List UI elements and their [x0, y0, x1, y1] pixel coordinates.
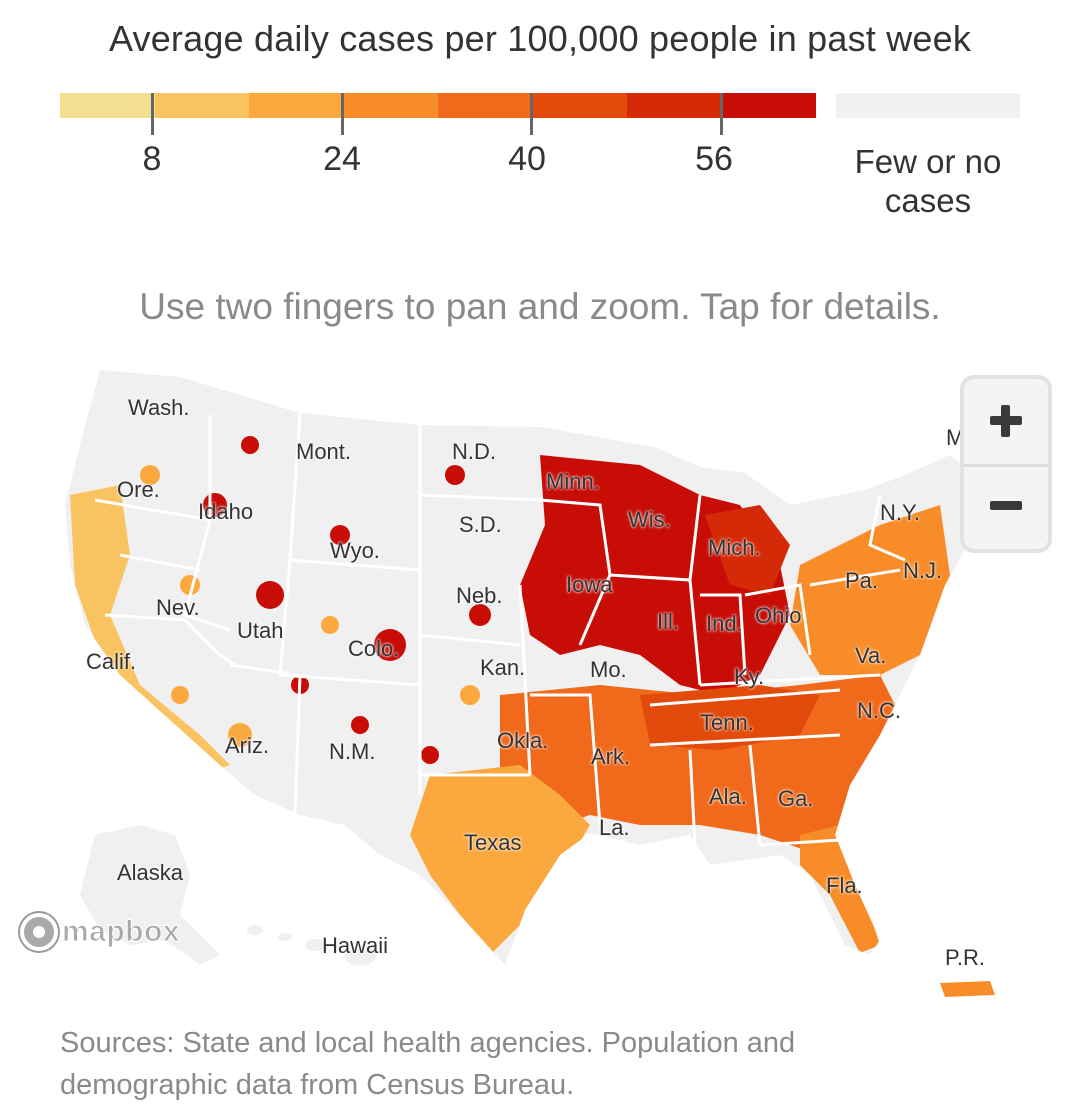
scale-swatch-3 — [343, 93, 438, 118]
label-neb: Neb. — [456, 583, 503, 608]
label-calif: Calif. — [86, 649, 137, 674]
zoom-out-button[interactable] — [964, 467, 1048, 549]
hotspot[interactable] — [241, 436, 259, 454]
label-ariz: Ariz. — [225, 733, 269, 758]
mapbox-attribution[interactable]: mapbox — [20, 910, 180, 954]
label-alaska: Alaska — [117, 860, 184, 885]
label-ny: N.Y. — [880, 500, 920, 525]
scale-swatch-5 — [532, 93, 627, 118]
label-kan: Kan. — [480, 655, 526, 680]
region-puerto-rico[interactable] — [940, 981, 995, 997]
label-ala: Ala. — [709, 784, 747, 809]
label-texas: Texas — [464, 830, 522, 855]
label-wis: Wis. — [628, 507, 671, 532]
label-va: Va. — [855, 643, 887, 668]
label-ind: Ind. — [706, 611, 743, 636]
label-hawaii: Hawaii — [322, 933, 389, 958]
mapbox-logo-text: mapbox — [61, 915, 181, 949]
zoom-controls — [960, 375, 1052, 553]
label-ill: Ill. — [657, 609, 679, 634]
label-mo: Mo. — [590, 657, 627, 682]
state-borders — [94, 412, 906, 847]
mid-spot[interactable] — [140, 465, 160, 485]
label-wyo: Wyo. — [330, 538, 380, 563]
region-mid-east[interactable] — [790, 505, 950, 675]
label-nm: N.M. — [329, 739, 376, 764]
sources-note: Sources: State and local health agencies… — [60, 1027, 796, 1101]
scale-swatch-4 — [438, 93, 533, 118]
label-iowa: Iowa — [566, 572, 613, 597]
scale-tick — [151, 93, 154, 135]
hotspot[interactable] — [330, 525, 350, 545]
hotspot[interactable] — [351, 716, 369, 734]
mid-spot[interactable] — [171, 686, 189, 704]
label-la: La. — [599, 815, 630, 840]
us-case-map[interactable]: Wash. Ore. Idaho Mont. N.D. Minn. Wyo. S… — [0, 355, 1080, 1005]
region-florida[interactable] — [800, 825, 880, 953]
scale-swatch-1 — [154, 93, 249, 118]
hotspot[interactable] — [421, 746, 439, 764]
map-canvas[interactable] — [0, 355, 1080, 1005]
label-nd: N.D. — [452, 439, 496, 464]
no-cases-swatch — [836, 93, 1020, 118]
label-ohio: Ohio — [755, 603, 802, 628]
mid-spot[interactable] — [228, 723, 252, 747]
label-mich: Mich. — [708, 535, 761, 560]
label-okla: Okla. — [497, 728, 549, 753]
no-cases-label: Few or no cases — [854, 143, 1002, 219]
scale-tick — [530, 93, 533, 135]
label-maine-partial: M — [946, 425, 965, 450]
scale-swatch-2 — [249, 93, 344, 118]
label-pa: Pa. — [845, 568, 879, 593]
interaction-hint: Use two fingers to pan and zoom. Tap for… — [139, 286, 941, 327]
label-ga: Ga. — [778, 786, 814, 811]
hotspot[interactable] — [445, 465, 465, 485]
hotspot[interactable] — [256, 581, 284, 609]
label-nj: N.J. — [903, 558, 943, 583]
label-colo: Colo. — [348, 636, 400, 661]
tick-label-56: 56 — [695, 140, 733, 178]
mapbox-logo-icon — [20, 913, 58, 951]
color-scale — [60, 93, 816, 118]
scale-tick — [341, 93, 344, 135]
label-nev: Nev. — [156, 595, 200, 620]
hotspot[interactable] — [469, 604, 491, 626]
tick-label-8: 8 — [142, 140, 162, 178]
label-nc: N.C. — [857, 698, 901, 723]
label-tenn: Tenn. — [700, 710, 754, 735]
legend-title: Average daily cases per 100,000 people i… — [108, 18, 972, 59]
region-alaska[interactable] — [80, 825, 220, 965]
label-wash: Wash. — [128, 395, 190, 420]
mid-spot[interactable] — [460, 685, 480, 705]
scale-swatch-7 — [721, 93, 816, 118]
label-pr: P.R. — [945, 945, 985, 970]
scale-tick — [720, 93, 723, 135]
label-idaho: Idaho — [198, 499, 254, 524]
scale-swatch-0 — [60, 93, 155, 118]
label-fla: Fla. — [826, 873, 863, 898]
tick-label-40: 40 — [508, 140, 546, 178]
hotspot[interactable] — [374, 629, 406, 661]
label-mont: Mont. — [296, 439, 352, 464]
label-ark: Ark. — [591, 744, 631, 769]
region-west-coast[interactable] — [70, 485, 230, 775]
tick-label-24: 24 — [323, 140, 361, 178]
scale-swatch-6 — [627, 93, 722, 118]
region-texas[interactable] — [410, 765, 590, 955]
label-ore: Ore. — [117, 477, 160, 502]
region-high-michigan[interactable] — [705, 505, 790, 595]
label-minn: Minn. — [546, 469, 600, 494]
label-utah: Utah — [237, 618, 284, 643]
zoom-in-button[interactable] — [964, 379, 1048, 467]
region-hawaii[interactable] — [247, 925, 376, 966]
mid-spot[interactable] — [321, 616, 339, 634]
label-ky: Ky. — [734, 664, 765, 689]
label-sd: S.D. — [459, 512, 502, 537]
